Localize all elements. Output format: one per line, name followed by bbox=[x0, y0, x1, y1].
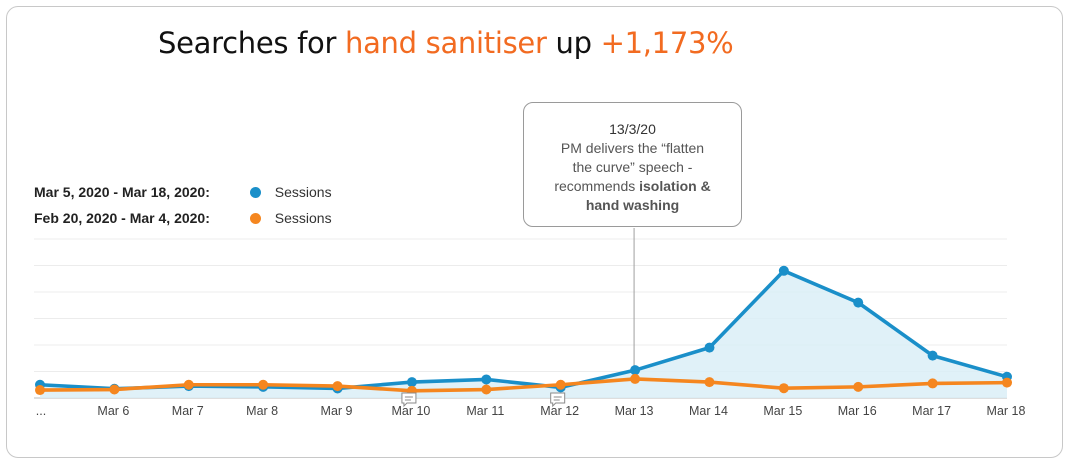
data-point-current bbox=[927, 350, 938, 361]
data-point-current bbox=[630, 365, 641, 376]
data-point-previous bbox=[1002, 377, 1012, 388]
callout-date: 13/3/20 bbox=[609, 121, 656, 137]
x-tick-label: Mar 6 bbox=[97, 404, 129, 418]
headline-middle: up bbox=[546, 26, 601, 60]
callout-line: PM delivers the “flatten bbox=[560, 140, 705, 156]
data-point-previous bbox=[258, 379, 269, 390]
legend-range: Feb 20, 2020 - Mar 4, 2020: bbox=[34, 210, 210, 226]
headline-prefix: Searches for bbox=[158, 26, 345, 60]
x-tick-label: Mar 7 bbox=[172, 404, 204, 418]
x-tick-label: Mar 15 bbox=[763, 404, 802, 418]
x-tick-label: Mar 18 bbox=[987, 404, 1026, 418]
data-point-previous bbox=[555, 379, 566, 390]
data-point-previous bbox=[927, 378, 938, 389]
callout-line: the curve” speech - bbox=[572, 159, 693, 175]
x-tick-label: Mar 8 bbox=[246, 404, 278, 418]
callout-emphasis: isolation & bbox=[639, 178, 711, 194]
data-point-previous bbox=[853, 381, 864, 392]
x-tick-label: Mar 12 bbox=[540, 404, 579, 418]
legend-item-current: Mar 5, 2020 - Mar 18, 2020: Sessions bbox=[34, 184, 332, 200]
data-point-current bbox=[704, 342, 715, 353]
data-point-previous bbox=[481, 384, 492, 395]
series-line-previous bbox=[38, 377, 1009, 393]
x-tick-label: Mar 17 bbox=[912, 404, 951, 418]
legend-range: Mar 5, 2020 - Mar 18, 2020: bbox=[34, 184, 210, 200]
legend-series-label: Sessions bbox=[274, 210, 332, 226]
legend-dot-icon bbox=[249, 213, 261, 224]
data-point-previous bbox=[183, 379, 194, 390]
headline: Searches for hand sanitiser up +1,173% bbox=[158, 26, 734, 60]
data-point-previous bbox=[704, 377, 715, 388]
x-tick-label: Mar 16 bbox=[838, 404, 877, 418]
x-tick-label: Mar 9 bbox=[321, 404, 353, 418]
data-point-current bbox=[406, 377, 417, 388]
data-point-current bbox=[853, 297, 864, 308]
data-point-previous bbox=[332, 381, 343, 392]
headline-highlight: hand sanitiser bbox=[345, 26, 547, 60]
series-area bbox=[40, 270, 1007, 398]
x-tick-label: Mar 13 bbox=[615, 404, 654, 418]
x-tick-label: Mar 14 bbox=[689, 404, 728, 418]
data-point-current bbox=[481, 374, 492, 385]
legend-item-previous: Feb 20, 2020 - Mar 4, 2020: Sessions bbox=[34, 210, 332, 226]
headline-change: +1,173% bbox=[600, 26, 734, 60]
x-tick-label: ... bbox=[36, 404, 46, 418]
legend-dot-icon bbox=[249, 187, 261, 198]
x-tick-label: Mar 10 bbox=[391, 404, 430, 418]
data-point-previous bbox=[630, 373, 641, 384]
x-tick-label: Mar 11 bbox=[466, 404, 504, 418]
data-point-previous bbox=[109, 384, 120, 395]
data-point-current bbox=[778, 265, 789, 276]
data-point-previous bbox=[35, 385, 45, 396]
data-point-previous bbox=[778, 383, 789, 394]
legend-series-label: Sessions bbox=[274, 184, 332, 200]
annotation-callout: 13/3/20 PM delivers the “flatten the cur… bbox=[523, 102, 742, 227]
callout-emphasis: hand washing bbox=[585, 197, 680, 213]
chart-card bbox=[6, 6, 1063, 458]
callout-line: recommends bbox=[554, 178, 640, 194]
